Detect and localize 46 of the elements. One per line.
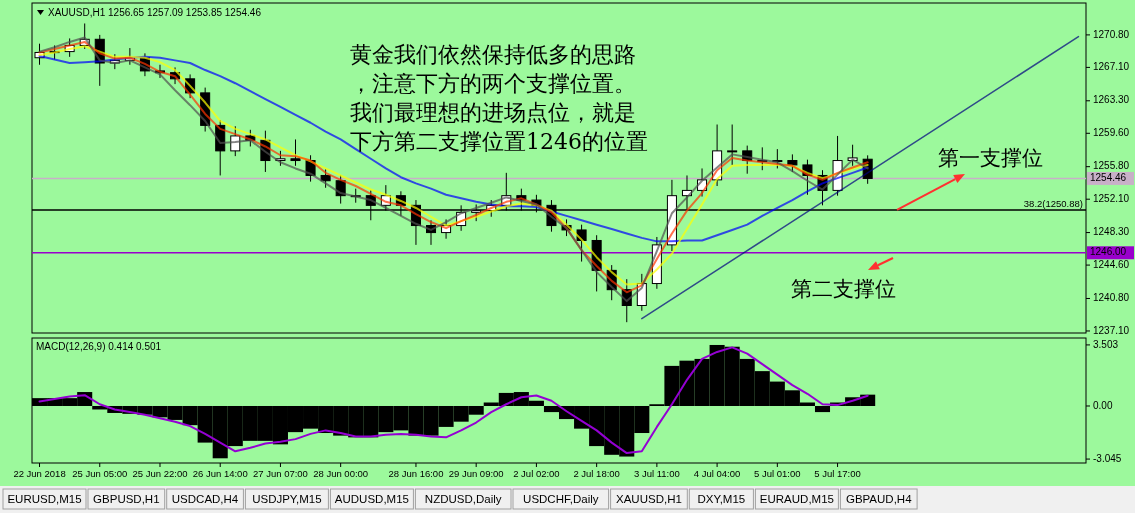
y-tick-label: 1259.60	[1093, 126, 1130, 138]
x-tick-label: 5 Jul 17:00	[814, 468, 861, 479]
y-tick-label: 1252.10	[1093, 192, 1130, 204]
x-tick-label: 25 Jun 22:00	[132, 468, 188, 479]
y-tick-label: 1255.80	[1093, 160, 1130, 172]
text: USDJPY,M15	[252, 493, 322, 505]
x-tick-label: 26 Jun 14:00	[192, 468, 248, 479]
x-tick-label: 27 Jun 07:00	[252, 468, 308, 479]
ref-line-label: 38.2(1250.88)	[1023, 197, 1083, 209]
text: DXY,M15	[697, 493, 746, 505]
text: USDCAD,H4	[171, 493, 239, 505]
x-tick-label: 2 Jul 02:00	[513, 468, 560, 479]
ref-line-label: 1254.46	[1090, 172, 1127, 184]
y-tick-label: 1270.80	[1093, 28, 1130, 40]
text: GBPUSD,H1	[93, 493, 160, 505]
chart-title: XAUUSD,H1 1256.65 1257.09 1253.85 1254.46	[48, 7, 262, 18]
y-tick-label: -3.045	[1093, 452, 1122, 464]
x-tick-label: 28 Jun 00:00	[313, 468, 369, 479]
y-tick-label: 1263.30	[1093, 94, 1130, 106]
text: GBPAUD,H4	[845, 493, 913, 505]
text: NZDUSD,Daily	[424, 493, 502, 505]
y-tick-label: 1244.60	[1093, 258, 1130, 270]
ref-line-label: 1246.00	[1090, 246, 1127, 258]
chart-title: MACD(12,26,9) 0.414 0.501	[36, 341, 162, 352]
x-tick-label: 28 Jun 16:00	[388, 468, 444, 479]
text: EURAUD,M15	[759, 493, 834, 505]
text: XAUUSD,H1	[616, 493, 682, 505]
annotation: 第一支撑位	[937, 146, 1043, 171]
text: AUDUSD,M15	[334, 493, 409, 505]
annotation: 第二支撑位	[790, 276, 896, 301]
y-tick-label: 1240.80	[1093, 292, 1130, 304]
y-tick-label: 0.00	[1093, 399, 1113, 411]
annotation: 黄金我们依然保持低多的思路，注意下方的两个支撑位置。我们最理想的进场点位，就是下方第二支撑位置1246的位置	[350, 42, 648, 154]
y-tick-label: 1267.10	[1093, 61, 1130, 73]
y-tick-label: 1237.10	[1093, 324, 1130, 336]
text: EURUSD,M15	[7, 493, 82, 505]
text: USDCHF,Daily	[523, 493, 599, 505]
x-tick-label: 3 Jul 11:00	[633, 468, 680, 479]
x-tick-label: 29 Jun 09:00	[448, 468, 504, 479]
x-tick-label: 5 Jul 01:00	[754, 468, 801, 479]
y-tick-label: 3.503	[1093, 338, 1119, 350]
x-tick-label: 22 Jun 2018	[13, 468, 66, 479]
x-tick-label: 4 Jul 04:00	[693, 468, 741, 479]
x-tick-label: 25 Jun 05:00	[72, 468, 128, 479]
y-tick-label: 1248.30	[1093, 226, 1130, 238]
x-tick-label: 2 Jul 18:00	[573, 468, 620, 479]
